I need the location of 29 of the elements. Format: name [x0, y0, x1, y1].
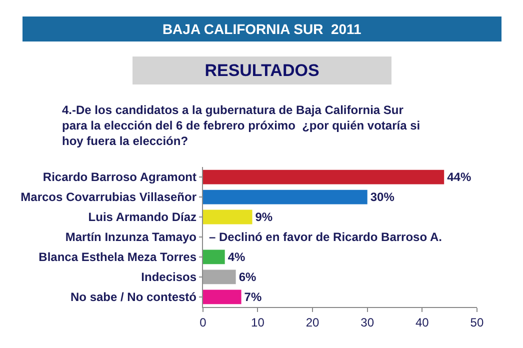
x-tick-label: 40	[415, 315, 430, 330]
y-tick-label: Ricardo Barroso Agramont	[42, 170, 197, 184]
data-label: 4%	[228, 250, 246, 264]
y-tick-label: Indecisos	[141, 270, 197, 284]
bar	[202, 270, 236, 284]
text: 4.-De los candidatos a la gubernatura de Baja California Sur para la elección del 6 de febrero próximo ¿por quién votaría si hoy fuera la elección?	[62, 103, 420, 148]
data-label: 30%	[370, 190, 395, 204]
x-tick-label: 20	[306, 315, 320, 330]
x-tick-label: 30	[360, 315, 374, 330]
bar	[202, 250, 225, 264]
y-tick-label: No sabe / No contestó	[70, 290, 197, 304]
data-label: 44%	[447, 170, 472, 184]
chart-subtitle: RESULTADOS	[204, 61, 320, 80]
x-tick-label: 50	[470, 315, 484, 330]
y-tick-label: Martín Inzunza Tamayo	[65, 230, 197, 244]
y-tick-label: Marcos Covarrubias Villaseñor	[20, 190, 197, 204]
bar	[202, 210, 252, 224]
x-tick-label: 0	[200, 315, 207, 330]
bar	[202, 290, 242, 304]
bar	[202, 190, 368, 204]
x-tick-label: 10	[251, 315, 265, 330]
y-tick-label: Luis Armando Díaz	[88, 210, 197, 224]
y-tick-label: Blanca Esthela Meza Torres	[38, 250, 197, 264]
bar	[202, 170, 444, 184]
data-label: 6%	[238, 270, 256, 284]
chart-title: BAJA CALIFORNIA SUR 2011	[162, 21, 362, 37]
text: – Declinó en favor de Ricardo Barroso A.	[209, 230, 442, 244]
data-label: 9%	[255, 210, 273, 224]
data-label: 7%	[244, 290, 262, 304]
